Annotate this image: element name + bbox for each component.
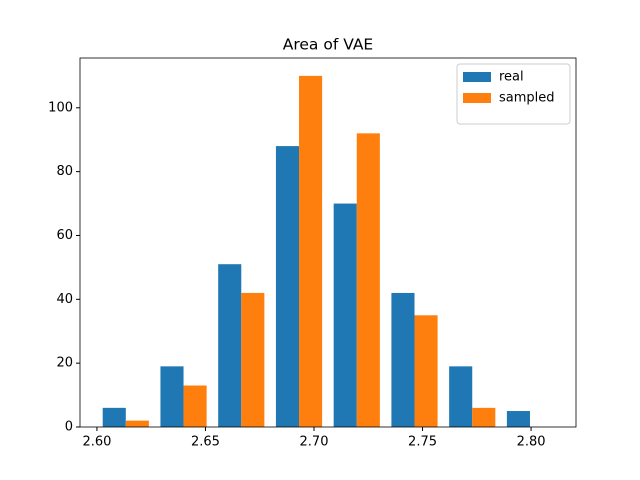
bar bbox=[241, 292, 265, 427]
legend-label: sampled bbox=[499, 91, 555, 106]
y-tick-label: 0 bbox=[65, 420, 73, 435]
chart-title: Area of VAE bbox=[283, 36, 373, 54]
plot-frame bbox=[79, 57, 577, 428]
bar bbox=[275, 146, 300, 427]
bar bbox=[506, 411, 530, 427]
bar bbox=[333, 203, 357, 427]
bar bbox=[183, 385, 207, 427]
bar bbox=[449, 366, 473, 427]
bar bbox=[472, 407, 496, 427]
x-tick-label: 2.70 bbox=[300, 435, 329, 450]
x-tick-label: 2.75 bbox=[408, 435, 437, 450]
y-tick-label: 100 bbox=[48, 100, 73, 115]
bar bbox=[218, 264, 242, 427]
bar bbox=[391, 292, 415, 427]
y-tick-label: 80 bbox=[56, 164, 73, 179]
legend-swatch bbox=[463, 93, 491, 103]
bar bbox=[160, 366, 184, 427]
x-tick-label: 2.80 bbox=[517, 435, 546, 450]
legend-label: real bbox=[499, 70, 524, 85]
y-tick-label: 40 bbox=[56, 292, 73, 307]
legend-swatch bbox=[463, 72, 491, 82]
x-tick-label: 2.65 bbox=[191, 435, 220, 450]
y-tick-label: 60 bbox=[56, 228, 73, 243]
bar bbox=[299, 75, 323, 428]
bar bbox=[102, 407, 126, 427]
bar bbox=[125, 420, 149, 427]
y-tick-label: 20 bbox=[56, 356, 73, 371]
x-tick-label: 2.60 bbox=[82, 435, 111, 450]
bar bbox=[356, 133, 380, 427]
bar bbox=[414, 315, 438, 427]
